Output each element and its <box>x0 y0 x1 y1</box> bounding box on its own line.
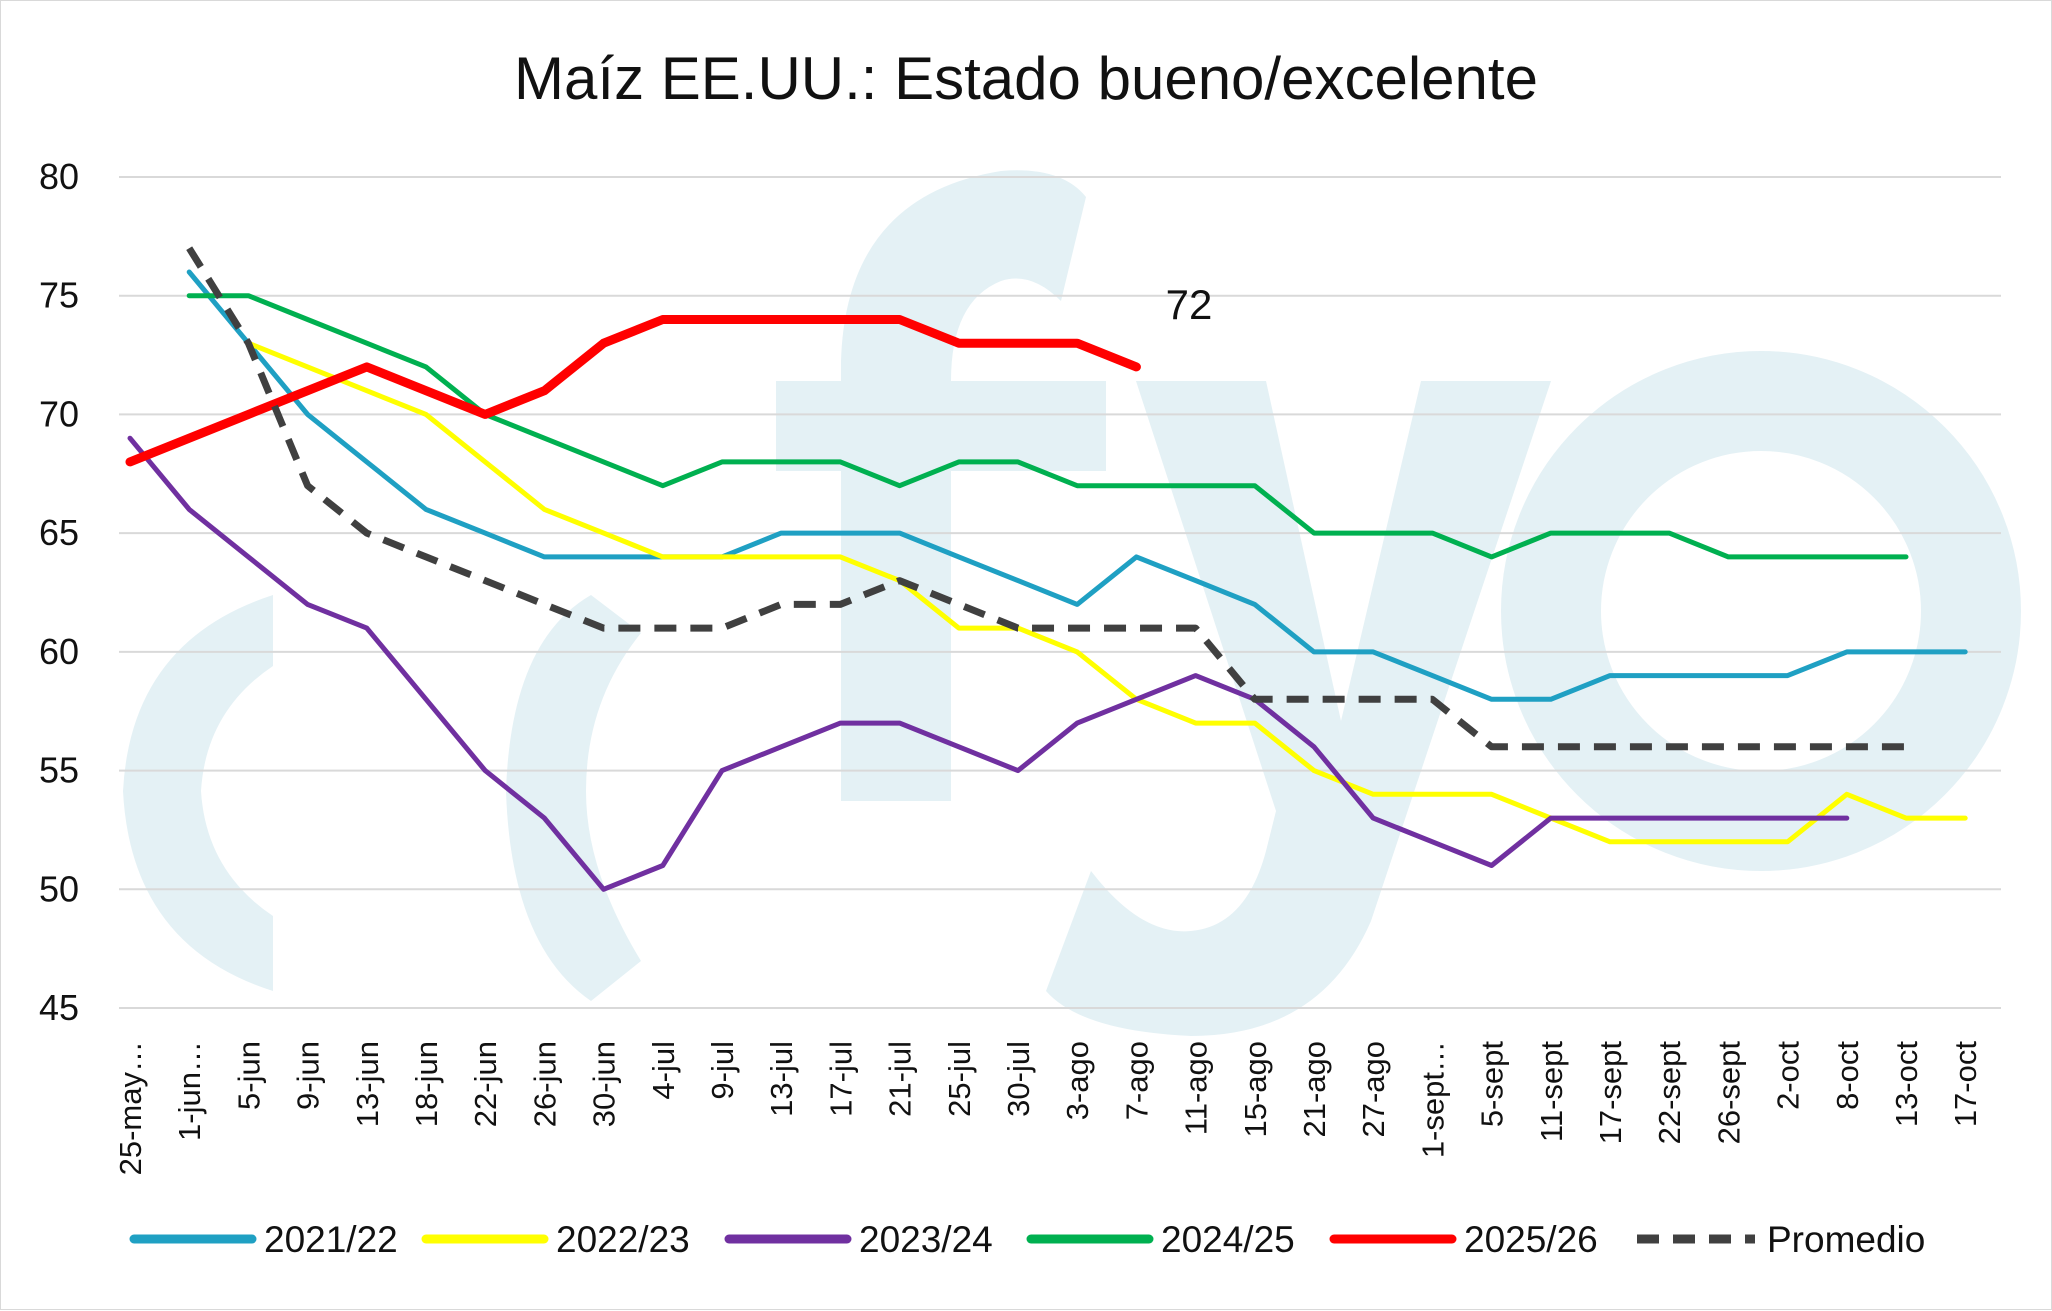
x-tick-label: 9-jun <box>291 1041 326 1110</box>
x-tick-label: 21-jul <box>883 1041 918 1117</box>
x-tick-label: 13-oct <box>1889 1041 1924 1128</box>
x-tick-label: 1-sept… <box>1415 1041 1450 1158</box>
chart-title: Maíz EE.UU.: Estado bueno/excelente <box>514 45 1538 112</box>
legend-label: 2021/22 <box>264 1219 398 1260</box>
x-tick-label: 25-may… <box>113 1041 148 1175</box>
y-tick-label: 65 <box>39 512 79 553</box>
annotation-label: 72 <box>1166 281 1213 328</box>
x-tick-label: 17-jul <box>823 1041 858 1117</box>
y-tick-label: 80 <box>39 156 79 197</box>
legend-label: 2025/26 <box>1464 1219 1598 1260</box>
y-tick-label: 45 <box>39 987 79 1028</box>
x-axis-ticks: 25-may… 1-jun… 5-jun 9-jun 13-jun 18-jun 22-ju… <box>113 1041 1983 1176</box>
series-line-5 <box>186 246 1906 751</box>
y-tick-label: 60 <box>39 631 79 672</box>
series-line-4 <box>125 315 1141 467</box>
legend-label: 2024/25 <box>1161 1219 1295 1260</box>
x-tick-label: 2-oct <box>1771 1041 1806 1110</box>
x-tick-label: 8-oct <box>1830 1041 1865 1110</box>
watermark-letter-y <box>1046 381 1551 1036</box>
x-tick-label: 17-sept <box>1593 1041 1628 1145</box>
x-tick-label: 5-sept <box>1475 1041 1510 1128</box>
x-tick-label: 15-ago <box>1238 1041 1273 1138</box>
x-tick-label: 4-jul <box>646 1041 681 1100</box>
watermark-letter-o <box>1501 351 2021 871</box>
x-tick-label: 13-jun <box>350 1041 385 1127</box>
x-tick-label: 11-sept <box>1534 1041 1569 1142</box>
legend: 2021/22 2022/23 2023/24 2024/25 2025/26 Prome… <box>129 1219 1925 1260</box>
legend-label: 2022/23 <box>556 1219 690 1260</box>
x-tick-label: 27-ago <box>1356 1041 1391 1138</box>
grid-lines <box>119 176 2001 1009</box>
x-tick-label: 22-sept <box>1652 1041 1687 1145</box>
y-axis-ticks: 80 75 70 65 60 55 50 45 <box>39 156 79 1028</box>
x-tick-label: 30-jun <box>587 1041 622 1127</box>
x-tick-label: 18-jun <box>409 1041 444 1127</box>
watermark-paren-right <box>506 595 641 1001</box>
watermark-paren-left <box>123 595 273 991</box>
x-tick-label: 3-ago <box>1060 1041 1095 1120</box>
series-line-1 <box>245 340 1968 845</box>
x-tick-label: 26-sept <box>1711 1041 1746 1145</box>
x-tick-label: 9-jul <box>705 1041 740 1100</box>
y-tick-label: 70 <box>39 393 79 434</box>
series-lines <box>125 246 1968 892</box>
x-tick-label: 26-jun <box>527 1041 562 1127</box>
x-tick-label: 5-jun <box>231 1041 266 1110</box>
y-tick-label: 50 <box>39 868 79 909</box>
watermark-letter-f-bar <box>776 381 1106 471</box>
x-tick-label: 13-jul <box>764 1041 799 1117</box>
series-line-2 <box>127 435 1850 892</box>
x-tick-label: 30-jul <box>1001 1041 1036 1117</box>
x-tick-label: 1-jun… <box>172 1041 207 1141</box>
watermark-logo <box>123 170 2021 1036</box>
x-tick-label: 22-jun <box>468 1041 503 1127</box>
x-tick-label: 17-oct <box>1948 1041 1983 1128</box>
y-tick-label: 75 <box>39 275 79 316</box>
legend-label: 2023/24 <box>859 1219 993 1260</box>
legend-label: Promedio <box>1767 1219 1925 1260</box>
x-tick-label: 25-jul <box>942 1041 977 1117</box>
x-tick-label: 21-ago <box>1297 1041 1332 1138</box>
x-tick-label: 11-ago <box>1179 1041 1214 1135</box>
y-tick-label: 55 <box>39 750 79 791</box>
watermark-letter-f <box>841 170 1086 802</box>
series-line-0 <box>186 269 1968 702</box>
x-tick-label: 7-ago <box>1119 1041 1154 1120</box>
